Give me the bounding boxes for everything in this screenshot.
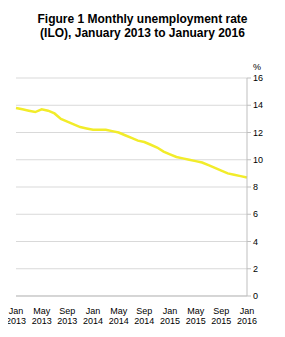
svg-text:14: 14 (253, 100, 263, 110)
svg-text:6: 6 (253, 209, 258, 219)
svg-text:Sep2014: Sep2014 (134, 306, 154, 326)
svg-text:0: 0 (253, 291, 258, 301)
svg-text:10: 10 (253, 155, 263, 165)
svg-text:2: 2 (253, 264, 258, 274)
svg-text:May2013: May2013 (32, 306, 52, 326)
svg-text:12: 12 (253, 128, 263, 138)
svg-text:4: 4 (253, 237, 258, 247)
svg-text:8: 8 (253, 182, 258, 192)
svg-text:Sep2013: Sep2013 (57, 306, 77, 326)
svg-text:May2015: May2015 (186, 306, 206, 326)
html-text:Figure 1 Monthly unemployment: Figure 1 Monthly unemployment rate (ILO)… (37, 12, 248, 40)
svg-text:Sep2015: Sep2015 (211, 306, 231, 326)
svg-text:Jan2016: Jan2016 (237, 306, 257, 326)
svg-text:Jan2015: Jan2015 (160, 306, 180, 326)
svg-text:Jan2014: Jan2014 (83, 306, 103, 326)
svg-text:16: 16 (253, 73, 263, 83)
svg-text:May2014: May2014 (109, 306, 129, 326)
svg-text:Jan2013: Jan2013 (8, 306, 26, 326)
